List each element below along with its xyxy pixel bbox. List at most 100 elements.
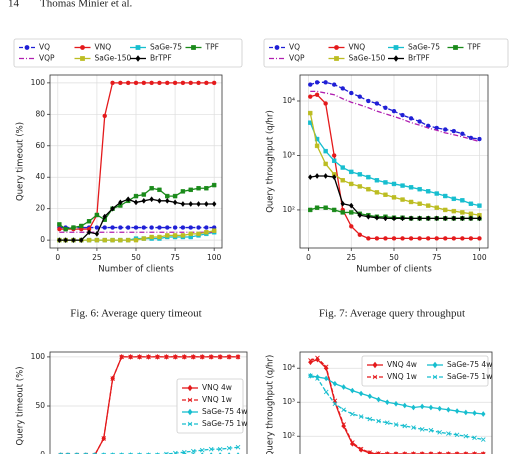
data-point	[180, 201, 186, 207]
data-point	[173, 450, 178, 454]
data-point	[391, 236, 397, 241]
legend-marker	[334, 45, 339, 50]
data-point	[204, 201, 209, 207]
data-point	[181, 449, 187, 454]
data-point	[417, 119, 422, 124]
data-point	[137, 354, 142, 360]
data-point	[57, 222, 62, 227]
data-point	[446, 431, 451, 436]
data-point	[340, 165, 345, 170]
data-point	[172, 199, 178, 206]
legend-marker	[432, 374, 438, 380]
data-point	[425, 236, 431, 241]
data-point	[383, 236, 388, 241]
x-tick-label: 100	[207, 253, 222, 262]
data-point	[188, 187, 193, 193]
data-point	[446, 451, 451, 454]
data-point	[196, 186, 201, 191]
data-point	[149, 80, 154, 86]
data-point	[468, 236, 474, 241]
data-point	[125, 237, 131, 243]
data-point	[393, 400, 399, 407]
data-point	[463, 409, 469, 416]
data-point	[118, 225, 123, 230]
data-point	[323, 80, 328, 85]
legend-marker	[372, 361, 378, 369]
data-point	[165, 193, 170, 199]
legend-label: VQP	[289, 54, 305, 63]
data-point	[460, 131, 465, 136]
data-point	[350, 387, 355, 394]
data-point	[149, 196, 154, 203]
legend-label: SaGe-75	[408, 43, 440, 52]
data-point	[391, 195, 397, 200]
data-point	[332, 401, 338, 407]
data-point	[393, 422, 399, 427]
legend-marker	[187, 408, 193, 416]
data-point	[357, 172, 363, 177]
series-line	[310, 90, 480, 143]
y-tick-label: 10³	[282, 150, 295, 159]
data-point	[443, 207, 448, 213]
data-point	[408, 185, 414, 190]
data-point	[141, 80, 147, 86]
data-point	[188, 201, 193, 207]
data-point	[172, 225, 178, 230]
x-tick-label: 50	[389, 253, 399, 262]
legend-marker	[393, 45, 399, 50]
x-tick-label: 75	[170, 253, 180, 262]
data-point	[118, 80, 123, 86]
data-point	[141, 225, 147, 230]
legend-marker	[135, 55, 141, 62]
data-point	[358, 390, 364, 397]
data-point	[446, 406, 451, 413]
data-point	[384, 420, 390, 426]
data-point	[411, 404, 416, 411]
data-point	[110, 225, 115, 230]
data-point	[400, 215, 405, 222]
plot-area	[299, 74, 489, 249]
data-point	[217, 354, 223, 360]
data-point	[110, 205, 115, 212]
data-point	[331, 174, 337, 181]
data-point	[125, 196, 131, 203]
data-point	[400, 236, 405, 241]
data-point	[425, 215, 431, 222]
data-point	[367, 416, 373, 422]
data-point	[172, 233, 178, 238]
data-point	[323, 101, 328, 106]
legend	[263, 38, 509, 68]
legend	[361, 355, 489, 387]
data-point	[357, 94, 363, 99]
data-point	[384, 451, 390, 454]
data-point	[419, 403, 425, 410]
data-point	[437, 430, 442, 435]
data-point	[477, 215, 482, 222]
data-point	[86, 226, 92, 232]
data-point	[349, 181, 354, 187]
data-point	[428, 451, 434, 454]
x-tick-label: 50	[131, 253, 141, 262]
legend-label: VNQ	[95, 43, 112, 52]
data-point	[314, 92, 320, 97]
data-point	[208, 446, 214, 452]
data-point	[235, 354, 241, 360]
data-point	[443, 127, 448, 132]
legend	[176, 378, 244, 434]
data-point	[157, 225, 162, 230]
data-point	[86, 229, 92, 236]
legend-label: SaGe-75 4w	[202, 407, 247, 416]
data-point	[477, 236, 482, 241]
page-number: 14	[8, 0, 20, 10]
y-tick-label: 10³	[282, 397, 295, 406]
data-point	[376, 396, 381, 403]
legend-label: BrTPF	[408, 54, 430, 63]
data-point	[133, 225, 139, 230]
data-point	[308, 373, 313, 379]
data-point	[376, 418, 381, 424]
data-point	[172, 193, 178, 199]
data-point	[480, 451, 486, 454]
data-point	[204, 230, 209, 235]
x-tick-label: 25	[92, 253, 102, 262]
